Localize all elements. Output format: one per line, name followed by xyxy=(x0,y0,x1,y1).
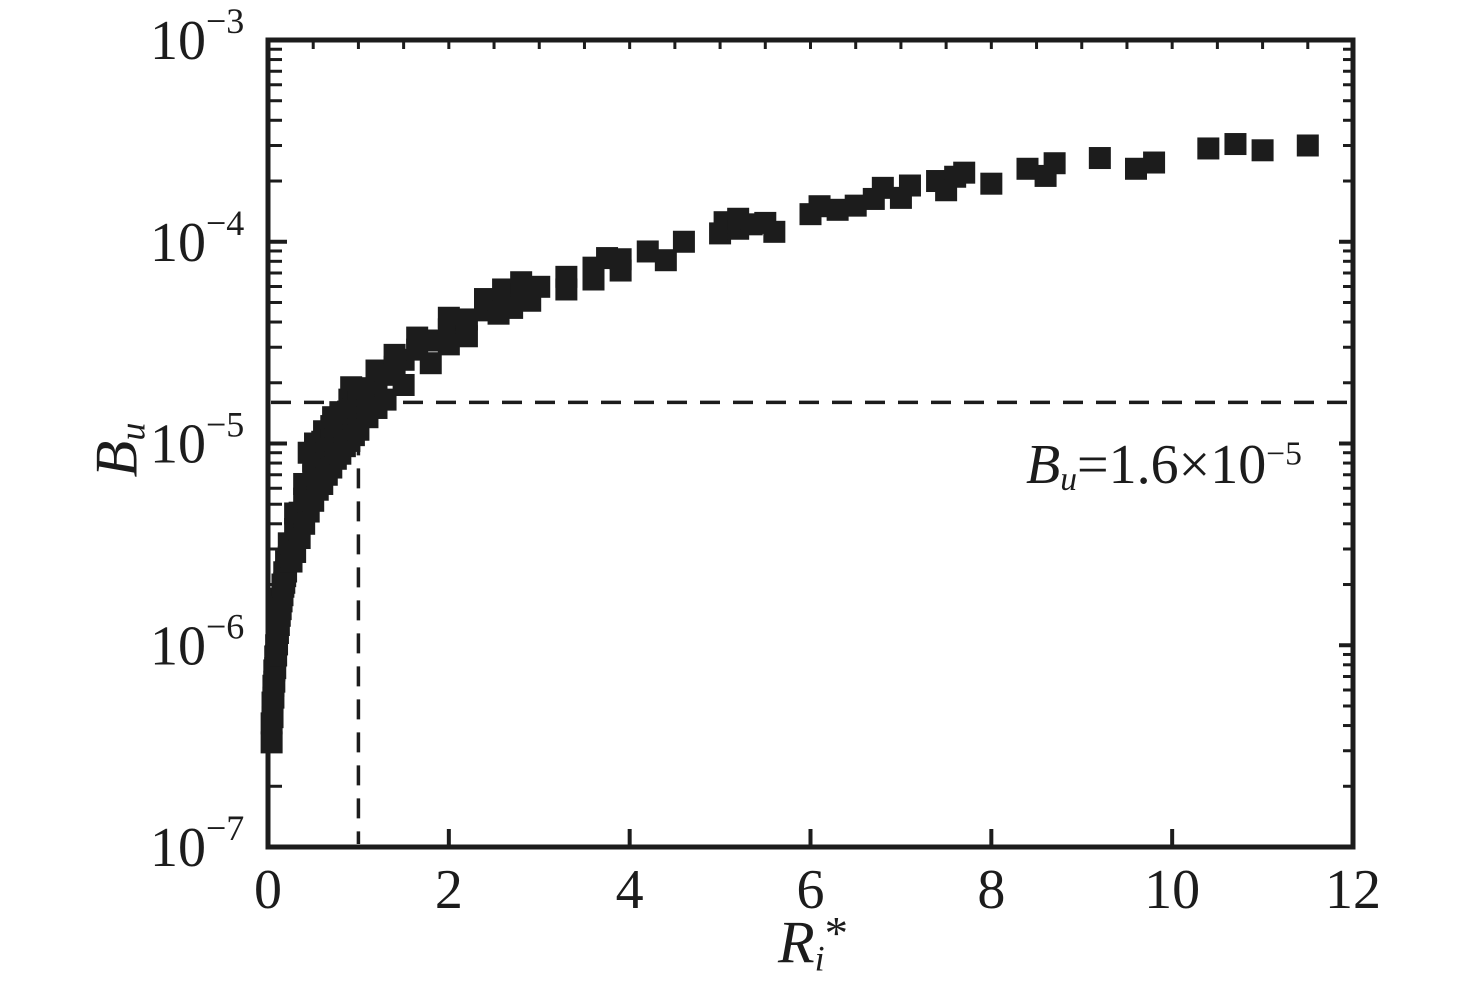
data-point-marker xyxy=(455,308,478,331)
x-tick-label: 4 xyxy=(616,859,644,921)
data-point-marker xyxy=(898,174,921,197)
y-axis-title-symbol: B xyxy=(83,440,150,478)
x-axis-title-asterisk: * xyxy=(824,907,849,960)
annotation-exponent: −5 xyxy=(1266,435,1302,473)
data-point-marker xyxy=(1143,151,1166,174)
data-point-marker xyxy=(636,240,659,263)
data-point-marker xyxy=(419,329,442,352)
data-point-marker xyxy=(437,333,460,356)
plot-frame xyxy=(265,37,1356,850)
x-tick-label: 0 xyxy=(254,859,282,921)
data-point-marker xyxy=(1296,134,1319,157)
x-tick-label: 2 xyxy=(435,859,463,921)
y-tick-label: 10−4 xyxy=(150,203,244,274)
data-point-marker xyxy=(1043,152,1066,175)
data-point-marker xyxy=(1016,157,1039,180)
data-point-marker xyxy=(609,259,632,282)
axis-ticks xyxy=(266,38,1355,849)
data-point-marker xyxy=(953,161,976,184)
data-point-marker xyxy=(1125,157,1147,180)
x-tick-label: 8 xyxy=(977,859,1005,921)
data-point-marker xyxy=(510,271,533,294)
y-axis-title: Bu xyxy=(83,423,154,478)
y-tick-label: 10−5 xyxy=(150,405,244,476)
y-axis-title-subscript: u xyxy=(112,422,153,441)
annotation-value: =1.6×10 xyxy=(1077,433,1267,496)
data-point-marker xyxy=(1088,147,1111,170)
data-point-marker xyxy=(437,306,460,329)
data-point-marker xyxy=(672,230,695,253)
data-point-marker xyxy=(455,325,478,348)
data-point-marker xyxy=(871,176,894,199)
data-point-marker xyxy=(1224,133,1247,156)
data-point-marker xyxy=(654,249,677,272)
x-axis-title-subscript: i xyxy=(814,938,825,979)
tick-labels: 0 2 4 6 8 10 12 10−3 10−4 10−5 10−6 10−7 xyxy=(150,1,1381,921)
threshold-annotation: Bu=1.6×10−5 xyxy=(1026,433,1302,499)
y-tick-label: 10−7 xyxy=(150,808,244,879)
x-tick-label: 6 xyxy=(797,859,825,921)
x-axis-title: Ri* xyxy=(778,907,848,980)
data-point-marker xyxy=(374,388,397,411)
data-point-marker xyxy=(1251,139,1274,162)
annotation-symbol: B xyxy=(1026,433,1061,496)
data-point-marker xyxy=(844,194,867,217)
data-point-marker xyxy=(808,195,831,218)
y-tick-label: 10−6 xyxy=(150,606,244,677)
data-point-marker xyxy=(980,172,1003,195)
annotation-subscript: u xyxy=(1060,461,1078,499)
data-point-marker xyxy=(1197,137,1220,160)
data-point-marker xyxy=(392,373,415,396)
data-point-marker xyxy=(582,268,605,291)
data-point-marker xyxy=(419,352,442,375)
x-tick-label: 12 xyxy=(1325,859,1381,921)
data-point-marker xyxy=(492,278,515,301)
x-tick-label: 10 xyxy=(1144,859,1200,921)
y-tick-label: 10−3 xyxy=(150,1,244,72)
data-point-marker xyxy=(826,198,849,221)
data-point-marker xyxy=(763,220,786,243)
x-axis-title-symbol: R xyxy=(777,909,815,976)
data-point-marker xyxy=(555,278,578,301)
data-point-marker xyxy=(528,275,551,298)
